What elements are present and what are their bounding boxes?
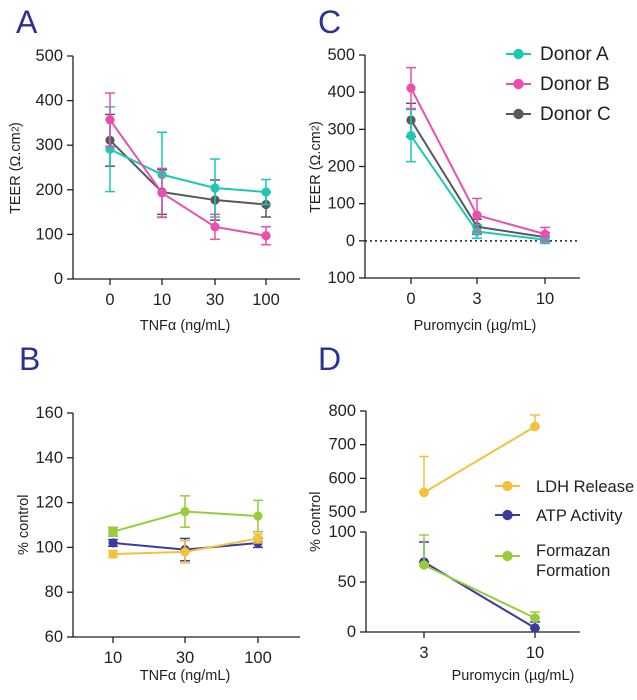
- svg-text:10: 10: [536, 290, 554, 308]
- svg-text:100: 100: [252, 291, 280, 309]
- svg-text:400: 400: [328, 83, 355, 101]
- svg-text:300: 300: [35, 136, 63, 154]
- svg-text:200: 200: [328, 158, 355, 176]
- svg-text:80: 80: [45, 583, 63, 601]
- svg-text:160: 160: [35, 404, 63, 422]
- svg-text:100: 100: [328, 195, 355, 213]
- svg-text:300: 300: [328, 120, 355, 138]
- svg-text:Donor B: Donor B: [540, 74, 610, 95]
- svg-text:Formation: Formation: [536, 562, 610, 580]
- svg-text:500: 500: [35, 47, 63, 65]
- svg-text:Donor A: Donor A: [540, 44, 609, 65]
- svg-text:3: 3: [419, 644, 428, 662]
- svg-text:100: 100: [35, 538, 63, 556]
- svg-text:0: 0: [406, 290, 415, 308]
- svg-text:ATP Activity: ATP Activity: [536, 507, 623, 525]
- svg-text:400: 400: [35, 92, 63, 110]
- svg-text:60: 60: [45, 628, 63, 646]
- svg-text:0: 0: [54, 270, 63, 288]
- svg-text:500: 500: [328, 46, 355, 64]
- svg-text:LDH Release: LDH Release: [536, 478, 634, 496]
- svg-text:100: 100: [35, 225, 63, 243]
- svg-text:Formazan: Formazan: [536, 542, 610, 560]
- svg-text:10: 10: [153, 291, 171, 309]
- svg-text:200: 200: [35, 181, 63, 199]
- svg-text:3: 3: [472, 290, 481, 308]
- svg-text:10: 10: [526, 644, 544, 662]
- svg-text:100: 100: [328, 523, 356, 541]
- svg-text:10: 10: [104, 649, 122, 667]
- svg-text:800: 800: [328, 402, 356, 420]
- svg-text:0: 0: [346, 232, 355, 250]
- svg-text:50: 50: [338, 573, 356, 591]
- svg-text:0: 0: [105, 291, 114, 309]
- svg-text:-100: -100: [328, 269, 355, 287]
- svg-text:100: 100: [244, 649, 272, 667]
- svg-text:30: 30: [206, 291, 224, 309]
- svg-text:Donor C: Donor C: [540, 104, 611, 125]
- svg-text:140: 140: [35, 449, 63, 467]
- svg-text:0: 0: [347, 623, 356, 641]
- svg-text:30: 30: [176, 649, 194, 667]
- svg-text:120: 120: [35, 494, 63, 512]
- svg-text:500: 500: [328, 503, 356, 521]
- svg-text:700: 700: [328, 436, 356, 454]
- svg-text:600: 600: [328, 469, 356, 487]
